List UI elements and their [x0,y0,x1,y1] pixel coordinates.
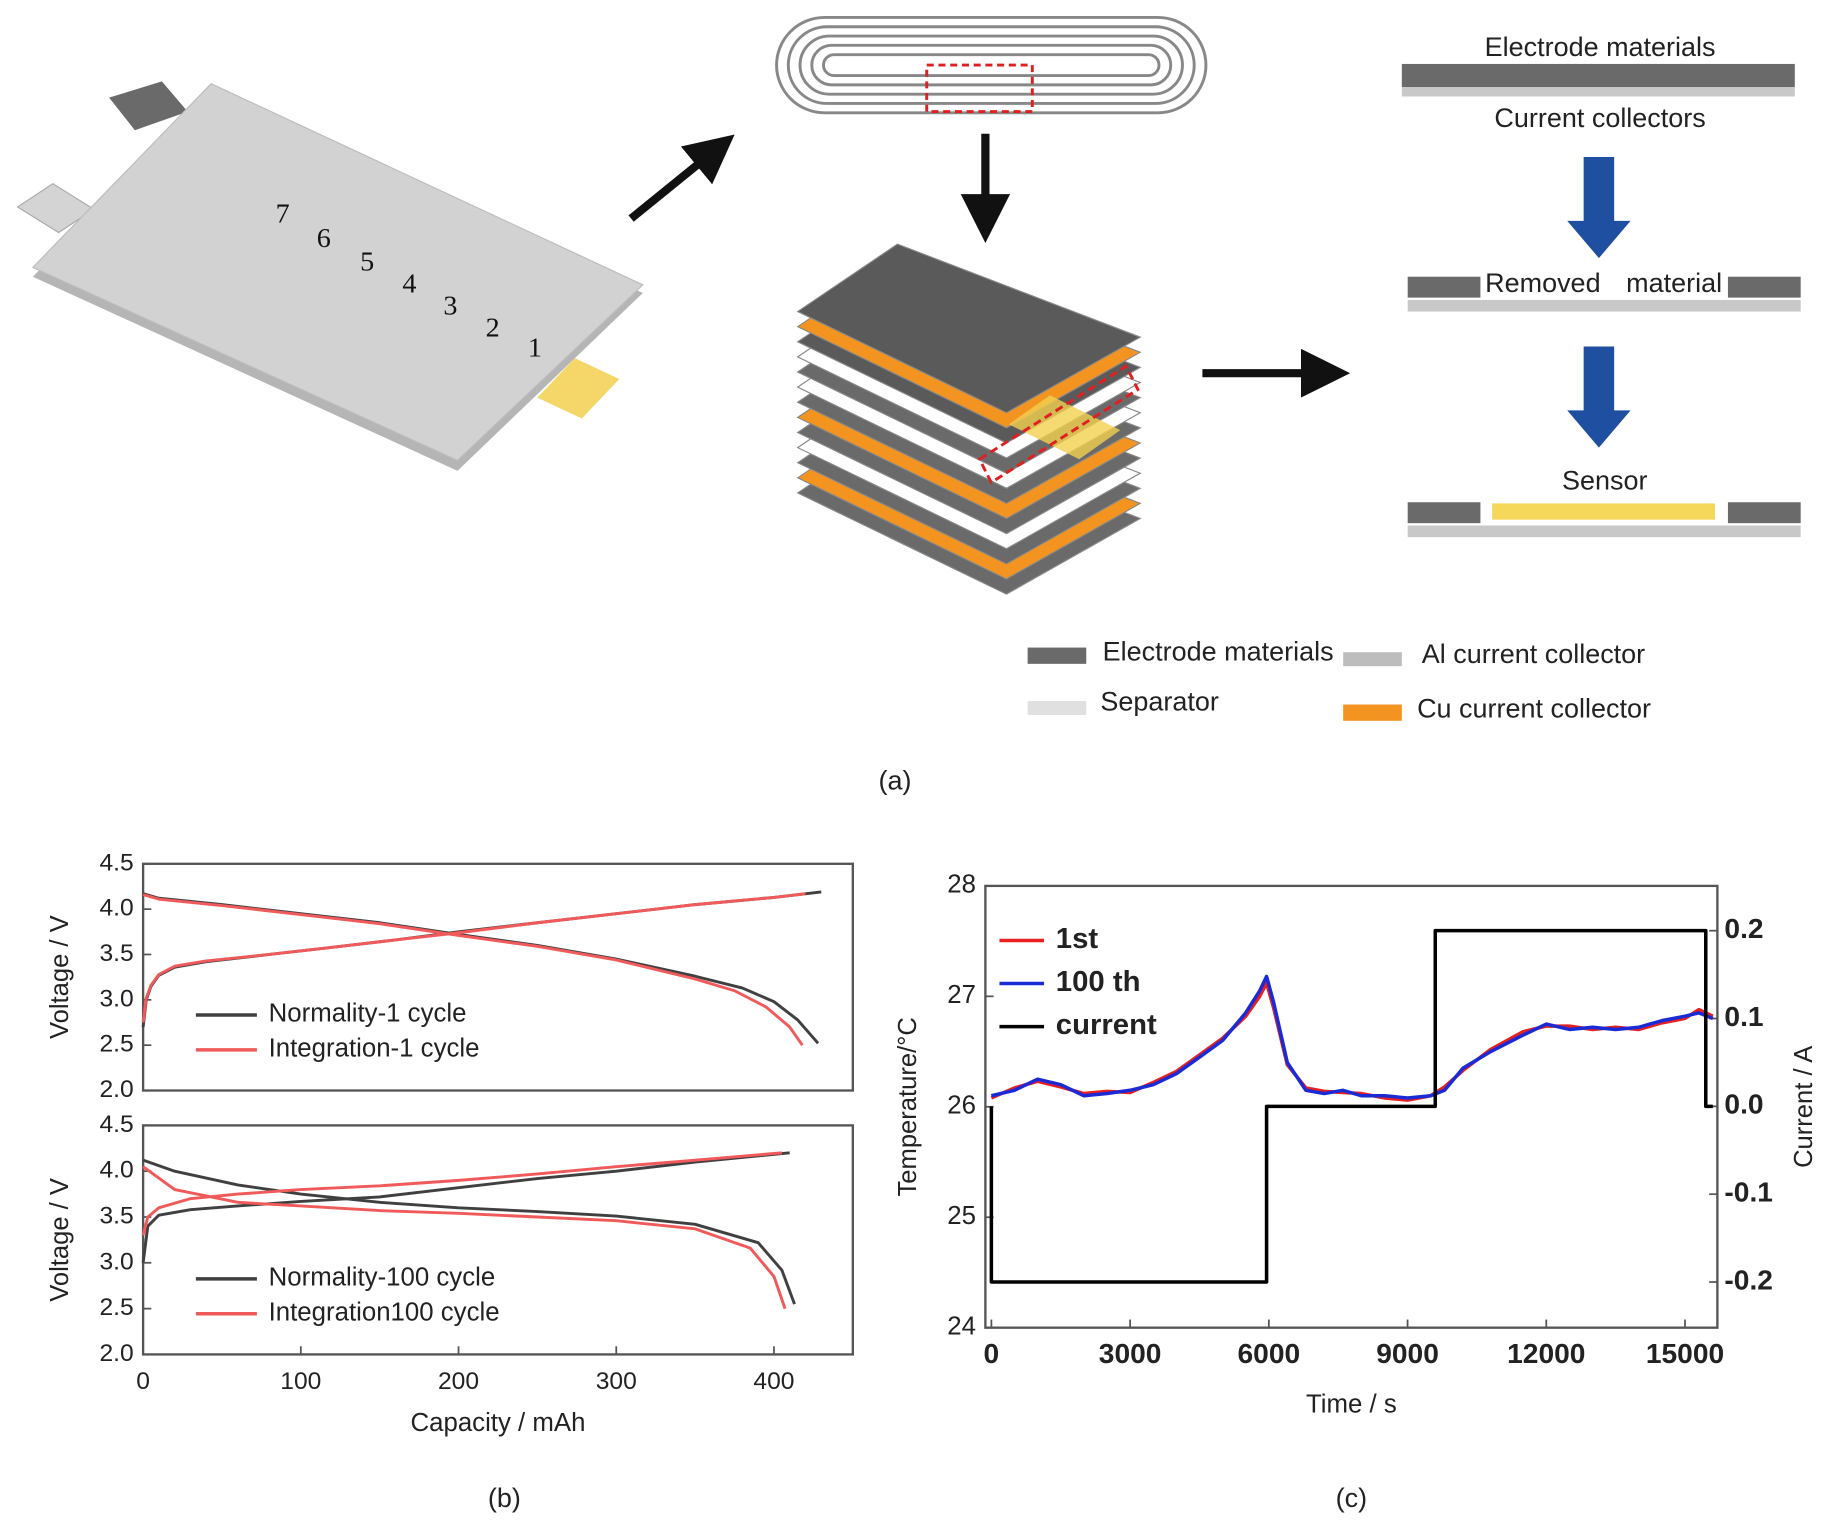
plot-frame [141,862,854,1092]
sensor-schematic: Electrode materials Current collectors R… [1401,32,1801,538]
arrows [628,133,1351,398]
legend-label: Electrode materials [1103,637,1334,667]
y-axis-label: Voltage / V [46,1177,74,1302]
x-tick-label: 400 [753,1368,794,1395]
label: Current collectors [1494,103,1705,133]
x-tick-label: 0 [136,1368,150,1395]
caption: (a) [879,766,912,796]
legend-label: 100 th [1056,966,1141,998]
legend-label: current [1056,1009,1157,1041]
series-line [141,892,806,1047]
series-line [141,1151,787,1310]
jelly-roll [775,15,1208,115]
highlight-box [977,364,1140,485]
y-axis-label: Temperature/°C [894,1017,922,1196]
diagram-legend: Electrode materials Al current collector… [1027,637,1651,724]
x-axis-label: Capacity / mAh [410,1409,585,1437]
label: Sensor [1562,466,1648,496]
x-tick-label: 300 [596,1368,637,1395]
y2-tick-label: -0.1 [1724,1177,1772,1208]
y-tick-label: 27 [947,981,976,1009]
y-tick-label: 28 [947,871,976,899]
caption: (c) [1336,1483,1367,1513]
legend-label: Al current collector [1422,639,1645,669]
label: Electrode materials [1485,32,1716,62]
series-line [141,890,822,1045]
stack-layer [796,243,1142,414]
cell-number: 3 [443,291,457,322]
x-axis-label: Time / s [1306,1390,1397,1418]
electrode-stack [796,243,1142,595]
x-tick-label: 15000 [1646,1338,1724,1369]
y-tick-label: 2.5 [99,1031,133,1058]
cell-numbers: 7 6 5 4 3 2 1 [276,199,542,364]
y2-axis-label: Current / A [1790,1045,1818,1168]
legend-label: 1st [1056,923,1099,955]
legend-label: Normality-1 cycle [269,1000,467,1028]
cell-number: 2 [486,313,500,344]
y2-tick-label: 0.1 [1724,1001,1763,1032]
label: Removed [1485,268,1600,298]
y-tick-label: 3.0 [99,1248,133,1275]
x-tick-label: 6000 [1238,1338,1301,1369]
y-tick-label: 4.0 [99,1157,133,1184]
plot-frame [141,1124,854,1356]
y-tick-label: 2.0 [99,1076,133,1103]
y-tick-label: 2.0 [99,1340,133,1367]
y2-tick-label: 0.0 [1724,1089,1763,1120]
y-tick-label: 4.5 [99,1111,133,1138]
y-tick-label: 2.5 [99,1294,133,1321]
cell-number: 6 [317,223,331,254]
x-tick-label: 200 [438,1368,479,1395]
x-tick-label: 3000 [1099,1338,1162,1369]
cell-number: 4 [402,269,416,300]
legend-label: Integration100 cycle [269,1299,500,1327]
y-axis-label: Voltage / V [46,914,74,1039]
y-tick-label: 25 [947,1202,976,1230]
cell-number: 5 [360,246,374,277]
y-tick-label: 4.5 [99,849,133,876]
cell-number: 1 [528,332,542,363]
y-tick-label: 3.5 [99,1203,133,1230]
series-line [989,928,1713,1284]
x-tick-label: 100 [280,1368,321,1395]
series-line [990,981,1714,1102]
y2-tick-label: 0.2 [1724,913,1763,944]
y-tick-label: 24 [947,1313,976,1341]
cell-number: 7 [276,199,290,230]
x-tick-label: 9000 [1376,1338,1439,1369]
y-tick-label: 3.5 [99,940,133,967]
y-tick-label: 3.0 [99,985,133,1012]
caption: (b) [488,1483,521,1513]
legend-label: Separator [1100,687,1219,717]
x-tick-label: 12000 [1507,1338,1585,1369]
x-tick-label: 0 [984,1338,1000,1369]
legend-label: Integration-1 cycle [269,1035,480,1063]
pouch-cell [16,81,644,471]
series-line [990,974,1714,1100]
legend-label: Cu current collector [1417,694,1651,724]
legend-label: Normality-100 cycle [269,1264,496,1292]
series-line [141,1151,796,1305]
label: material [1626,268,1722,298]
y-tick-label: 4.0 [99,895,133,922]
y-tick-label: 26 [947,1092,976,1120]
sensor-patch [1008,395,1121,460]
y2-tick-label: -0.2 [1724,1264,1772,1295]
